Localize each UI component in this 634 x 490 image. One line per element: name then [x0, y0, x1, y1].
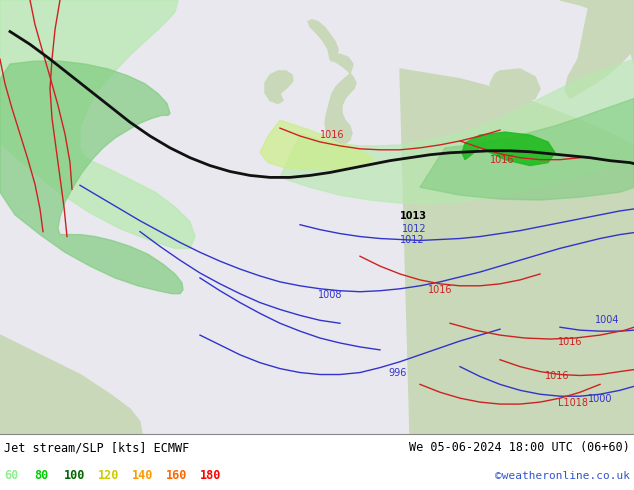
Polygon shape — [308, 20, 338, 61]
Polygon shape — [462, 132, 555, 166]
Polygon shape — [325, 54, 356, 143]
Text: 120: 120 — [98, 469, 119, 483]
Polygon shape — [420, 98, 634, 200]
Text: 1004: 1004 — [595, 315, 619, 325]
Polygon shape — [265, 71, 293, 103]
Text: 1012: 1012 — [402, 223, 427, 234]
Polygon shape — [490, 69, 540, 103]
Polygon shape — [280, 59, 634, 204]
Text: 80: 80 — [34, 469, 48, 483]
Text: 1008: 1008 — [318, 290, 342, 300]
Text: 140: 140 — [132, 469, 153, 483]
Text: 1016: 1016 — [490, 155, 515, 165]
Text: 180: 180 — [200, 469, 221, 483]
Polygon shape — [0, 61, 183, 294]
Text: 1016: 1016 — [558, 337, 583, 347]
Text: 996: 996 — [388, 368, 406, 378]
Text: Jet stream/SLP [kts] ECMWF: Jet stream/SLP [kts] ECMWF — [4, 441, 190, 454]
Text: 1016: 1016 — [320, 130, 344, 140]
Text: 1016: 1016 — [545, 371, 569, 381]
Polygon shape — [260, 120, 373, 170]
Text: L1018: L1018 — [558, 398, 588, 408]
Text: We 05-06-2024 18:00 UTC (06+60): We 05-06-2024 18:00 UTC (06+60) — [409, 441, 630, 454]
Text: 1000: 1000 — [588, 394, 612, 404]
Polygon shape — [0, 335, 142, 434]
Text: 1012: 1012 — [400, 235, 425, 245]
Text: ©weatheronline.co.uk: ©weatheronline.co.uk — [495, 471, 630, 481]
Text: 1016: 1016 — [428, 285, 453, 294]
Text: 60: 60 — [4, 469, 18, 483]
Text: 160: 160 — [166, 469, 188, 483]
Polygon shape — [565, 0, 634, 98]
Polygon shape — [400, 69, 634, 434]
Polygon shape — [560, 0, 634, 64]
Text: 1013: 1013 — [400, 211, 427, 221]
Polygon shape — [0, 0, 195, 248]
Text: 100: 100 — [64, 469, 86, 483]
